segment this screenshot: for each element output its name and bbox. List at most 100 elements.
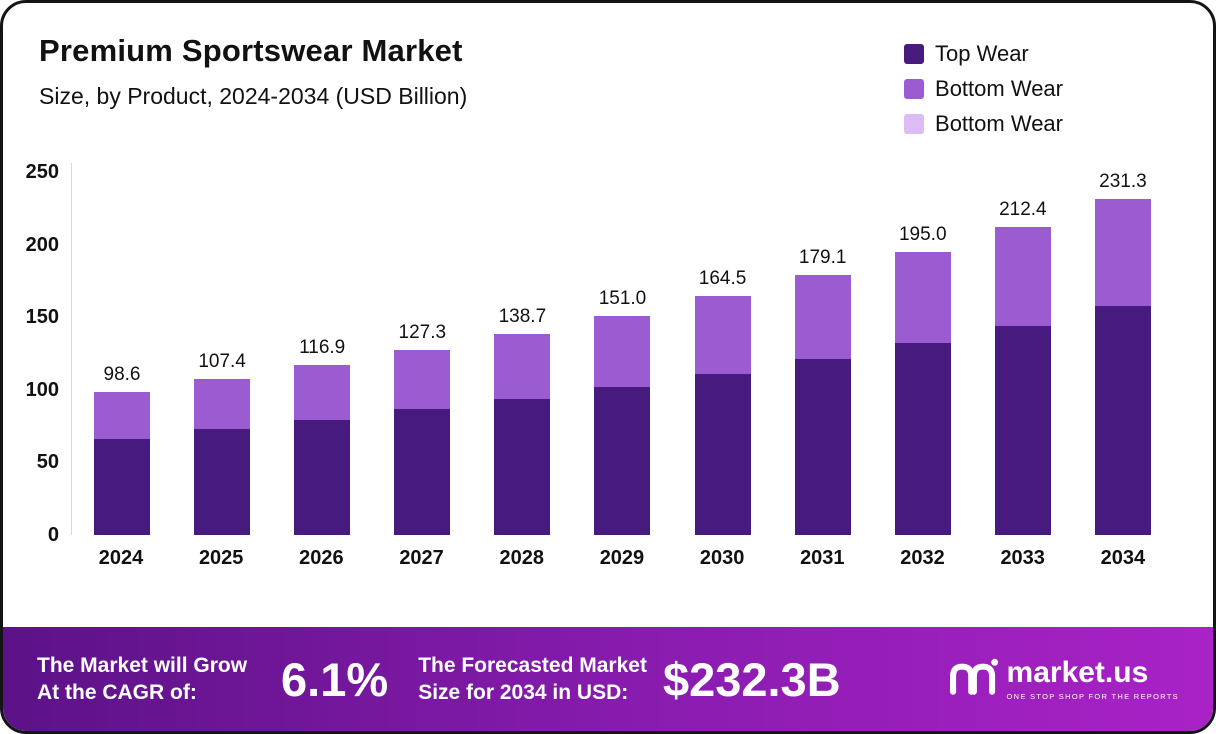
x-axis-label-2026: 2026 (299, 547, 344, 569)
y-axis-tick-150: 150 (25, 306, 59, 329)
bar-segment-bottom-wear (194, 379, 251, 430)
bar-value-label: 212.4 (999, 198, 1047, 220)
bar-stack (94, 391, 150, 535)
x-axis-label-2033: 2033 (1000, 547, 1045, 569)
legend-item-0: Top Wear (904, 41, 1063, 67)
bar-group-2028: 138.7 (492, 306, 552, 535)
legend-label: Bottom Wear (935, 76, 1063, 101)
bar-value-label: 138.7 (498, 305, 547, 327)
chart-header: Premium Sportswear Market Size, by Produ… (3, 3, 1213, 137)
bar-segment-top-wear (94, 439, 150, 535)
bar-value-label: 116.9 (299, 337, 346, 359)
plot-area: 98.6 107.4 116.9 127.3 138.7 151.0 164.5 179.1 1… (26, 161, 1173, 581)
y-axis-tick-250: 250 (25, 161, 59, 183)
bar-segment-bottom-wear (794, 274, 851, 360)
bar-group-2031: 179.1 (793, 247, 853, 535)
cagr-label-line1: The Market will Grow (37, 653, 248, 677)
bar-stack (794, 274, 851, 535)
bar-stack (194, 379, 251, 535)
bar-value-label: 107.4 (198, 351, 246, 373)
chart: 98.6 107.4 116.9 127.3 138.7 151.0 164.5 179.1 1… (26, 161, 1173, 581)
brand-tagline: ONE STOP SHOP FOR THE REPORTS (1006, 691, 1179, 701)
bar-segment-bottom-wear (994, 226, 1051, 326)
bar-group-2033: 212.4 (993, 199, 1053, 535)
legend-label: Top Wear (935, 41, 1029, 66)
bar-group-2029: 151.0 (592, 288, 652, 535)
bar-stack (594, 315, 651, 535)
bar-value-label: 98.6 (103, 363, 141, 385)
bar-group-2027: 127.3 (392, 322, 452, 535)
page-title: Premium Sportswear Market (39, 33, 463, 68)
bar-group-2024: 98.6 (92, 364, 152, 535)
bar-segment-top-wear (1094, 305, 1151, 535)
bars-row: 98.6 107.4 116.9 127.3 138.7 151.0 164.5 179.1 1… (71, 163, 1173, 535)
legend-swatch (904, 44, 925, 64)
brand-name: market.us (1006, 655, 1149, 689)
bar-segment-top-wear (694, 373, 751, 535)
bar-value-label: 151.0 (598, 287, 647, 309)
footer-banner: The Market will Grow At the CAGR of: 6.1… (3, 627, 1213, 731)
bar-segment-top-wear (394, 408, 451, 535)
legend-item-2: Bottom Wear (904, 111, 1063, 137)
bar-group-2030: 164.5 (693, 268, 753, 535)
x-axis-label-2031: 2031 (800, 547, 845, 569)
forecast-label: The Forecasted Market Size for 2034 in U… (418, 652, 647, 707)
bar-group-2025: 107.4 (192, 351, 252, 535)
legend-label: Bottom Wear (935, 111, 1063, 136)
x-axis-label-2029: 2029 (599, 547, 645, 569)
y-axis-tick-0: 0 (47, 524, 59, 546)
bar-segment-top-wear (194, 429, 251, 535)
bar-segment-bottom-wear (294, 365, 351, 421)
y-axis-tick-200: 200 (25, 233, 59, 256)
bar-segment-bottom-wear (1094, 199, 1151, 306)
bar-segment-bottom-wear (894, 251, 951, 344)
bar-group-2026: 116.9 (292, 337, 352, 535)
legend: Top Wear Bottom Wear Bottom Wear (904, 33, 1063, 137)
bar-stack (494, 333, 551, 535)
brand-text: market.us ONE STOP SHOP FOR THE REPORTS (1006, 655, 1179, 701)
y-axis-tick-50: 50 (36, 451, 59, 474)
bar-segment-bottom-wear (594, 315, 651, 387)
bar-segment-top-wear (294, 420, 351, 535)
bar-stack (294, 365, 351, 535)
x-axis-label-2028: 2028 (499, 547, 545, 569)
bar-value-label: 127.3 (398, 322, 447, 344)
bar-segment-top-wear (794, 359, 851, 535)
page-subtitle: Size, by Product, 2024-2034 (USD Billion… (39, 83, 468, 109)
bar-stack (694, 296, 751, 535)
bar-segment-top-wear (994, 325, 1051, 535)
title-block: Premium Sportswear Market Size, by Produ… (39, 33, 467, 137)
bar-stack (994, 226, 1051, 535)
bar-value-label: 195.0 (898, 223, 947, 245)
forecast-value: $232.3B (662, 652, 841, 706)
cagr-label: The Market will Grow At the CAGR of: (37, 652, 247, 707)
bar-segment-bottom-wear (494, 333, 551, 399)
bar-stack (1094, 199, 1151, 535)
y-axis-tick-100: 100 (25, 378, 59, 401)
x-axis-label-2030: 2030 (699, 547, 745, 569)
forecast-label-line1: The Forecasted Market (418, 653, 647, 677)
cagr-value: 6.1% (281, 652, 389, 706)
cagr-label-line2: At the CAGR of: (37, 681, 197, 704)
bar-stack (894, 251, 951, 535)
bar-segment-bottom-wear (394, 350, 451, 409)
bar-segment-top-wear (594, 386, 651, 535)
bar-value-label: 231.3 (1099, 171, 1147, 193)
bar-value-label: 164.5 (698, 268, 747, 290)
bar-value-label: 179.1 (798, 246, 847, 268)
bar-segment-top-wear (494, 398, 551, 535)
bar-segment-top-wear (894, 343, 951, 535)
bar-group-2034: 231.3 (1093, 171, 1153, 535)
legend-swatch (904, 79, 925, 99)
bar-segment-bottom-wear (94, 391, 150, 440)
x-axis-label-2024: 2024 (98, 547, 144, 569)
x-axis-label-2034: 2034 (1100, 547, 1146, 569)
brand-block: market.us ONE STOP SHOP FOR THE REPORTS (947, 656, 1179, 703)
bar-group-2032: 195.0 (893, 224, 953, 535)
x-axis-label-2032: 2032 (900, 547, 945, 569)
bar-stack (394, 350, 451, 535)
forecast-label-line2: Size for 2034 in USD: (418, 681, 629, 704)
x-axis-labels: 2024 2025 2026 2027 2028 2029 2030 2031 2032 2033… (71, 535, 1173, 581)
legend-item-1: Bottom Wear (904, 76, 1063, 102)
